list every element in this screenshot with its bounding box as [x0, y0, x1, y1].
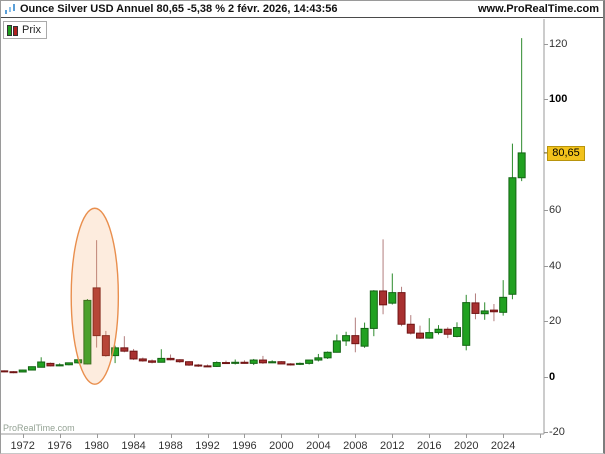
axes [1, 19, 548, 438]
x-axis-label: 2024 [490, 440, 516, 452]
x-axis-label: 2016 [417, 440, 442, 452]
y-axis-label: 40 [549, 259, 562, 272]
highlight-ellipse[interactable] [70, 207, 120, 385]
chart-title: Ounce Silver USD Annuel 80,65 -5,38 % 2 … [20, 3, 338, 15]
x-axis-label: 2000 [269, 440, 294, 452]
prorealtime-watermark: ProRealTime.com [3, 423, 75, 433]
x-axis-label: 2012 [380, 440, 405, 452]
x-axis-label: 1984 [121, 440, 146, 452]
candlestick-legend-icon [7, 24, 19, 36]
title-bar: Ounce Silver USD Annuel 80,65 -5,38 % 2 … [1, 1, 603, 18]
y-axis-label: -20 [549, 426, 565, 439]
y-axis-label: 20 [549, 315, 562, 328]
x-axis-label: 2020 [453, 440, 479, 452]
y-axis-label: 60 [549, 204, 562, 217]
last-price-tag: 80,65 [547, 145, 585, 161]
y-axis-label: 0 [549, 370, 556, 383]
candlestick-series [1, 38, 526, 374]
y-axis-label: 100 [549, 93, 568, 106]
x-axis-label: 2008 [343, 440, 368, 452]
x-axis-label: 1996 [232, 440, 257, 452]
price-legend-label: Prix [22, 24, 41, 36]
x-axis-label: 1976 [47, 440, 72, 452]
x-axis-label: 2004 [306, 440, 331, 452]
price-legend-button[interactable]: Prix [3, 21, 47, 39]
y-axis-label: 120 [549, 37, 568, 50]
mini-candles-icon [4, 3, 16, 15]
x-axis-label: 1992 [195, 440, 220, 452]
x-axis-label: 1988 [158, 440, 183, 452]
x-axis-label: 1972 [10, 440, 35, 452]
x-axis-label: 1980 [84, 440, 109, 452]
prorealtime-url: www.ProRealTime.com [477, 3, 599, 15]
